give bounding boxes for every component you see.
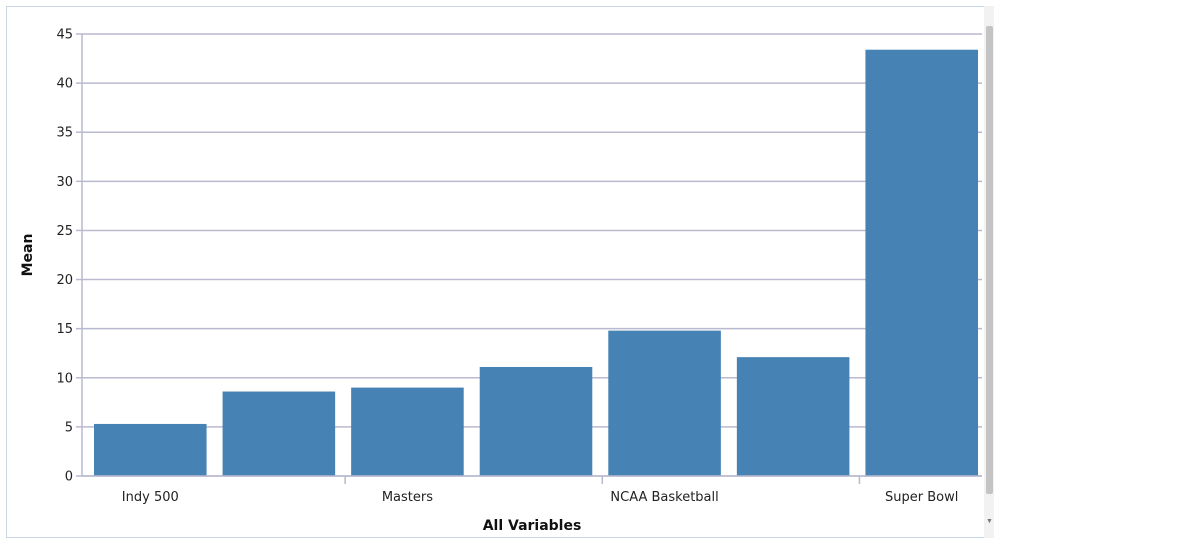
scroll-down-arrow-icon[interactable]: ▼ <box>986 518 993 525</box>
axes: 0 5 10 15 20 25 30 35 40 45 Indy 500 Masters NCAA Ba… <box>56 28 982 505</box>
y-tick-label: 30 <box>56 175 73 190</box>
scrollbar-thumb[interactable] <box>986 26 993 494</box>
bar-5[interactable] <box>736 357 850 476</box>
y-tick-label: 0 <box>65 470 73 485</box>
bar-3[interactable] <box>479 366 593 476</box>
x-axis-title: All Variables <box>483 518 582 534</box>
y-tick-label: 40 <box>56 77 73 92</box>
y-tick-label: 45 <box>56 28 73 43</box>
x-tick-label: NCAA Basketball <box>610 490 718 505</box>
bar-1[interactable] <box>222 391 336 476</box>
bar-2[interactable] <box>351 387 464 476</box>
y-tick-label: 35 <box>56 126 73 141</box>
x-tick-label: Masters <box>382 490 433 505</box>
y-tick-label: 5 <box>65 420 73 435</box>
bar-0[interactable] <box>94 423 207 476</box>
y-axis-title: Mean <box>20 234 36 277</box>
bar-6[interactable] <box>865 49 978 477</box>
x-tick-label: Indy 500 <box>122 490 179 505</box>
bars <box>94 49 978 477</box>
y-tick-label: 25 <box>56 224 73 239</box>
y-tick-label: 20 <box>56 273 73 288</box>
x-tick-label: Super Bowl <box>885 490 958 505</box>
y-tick-label: 10 <box>56 371 73 386</box>
bar-4[interactable] <box>608 330 721 476</box>
y-tick-label: 15 <box>56 322 73 337</box>
